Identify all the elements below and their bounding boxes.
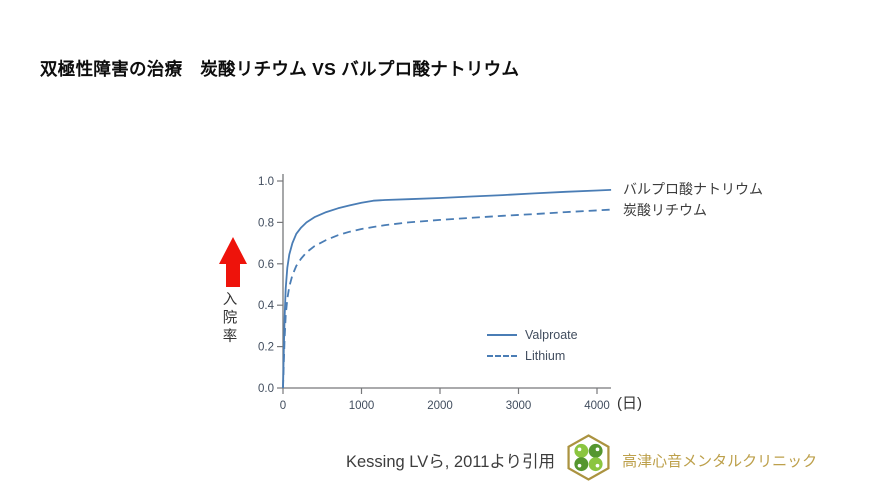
x-tick-label: 3000 [506,400,532,412]
lithium-dashed-line-icon [487,354,517,357]
x-tick-label: 0 [280,400,286,412]
y-tick-label: 0.8 [258,217,274,229]
clover-hexagon-icon [567,434,610,481]
series-curve-valproate [282,189,612,389]
legend-row-valproate: Valproate [487,324,578,345]
x-tick-label: 4000 [584,400,610,412]
up-arrow-shaft [226,264,240,287]
chart-legend: Valproate Lithium [487,324,578,366]
lithium-curve-label: 炭酸リチウム [623,202,707,218]
valproate-solid-line-icon [487,333,517,336]
legend-row-lithium: Lithium [487,345,578,366]
clinic-logo-icon [566,434,611,486]
footer: Kessing LVら, 2011より引用 高津心音メンタルクリニック [346,434,818,486]
y-tick-label: 1.0 [258,176,274,188]
series-curve-lithium [282,208,612,389]
y-tick-label: 0.4 [258,300,275,312]
x-axis-unit: (日) [617,395,642,412]
up-arrow-head [219,237,247,264]
x-tick-label: 2000 [427,400,453,412]
y-axis-label: 入院率 [220,291,237,347]
x-tick-label: 1000 [349,400,375,412]
up-arrow-icon [219,237,247,287]
y-tick-label: 0.0 [258,383,274,395]
clinic-name: 高津心音メンタルクリニック [622,452,818,470]
y-tick-label: 0.6 [258,259,274,271]
legend-valproate-label: Valproate [525,327,578,342]
citation-text: Kessing LVら, 2011より引用 [346,453,556,471]
legend-lithium-label: Lithium [525,348,566,363]
page-title: 双極性障害の治療 炭酸リチウム VS バルプロ酸ナトリウム [40,59,520,79]
valproate-curve-label: バルプロ酸ナトリウム [623,181,763,197]
y-tick-label: 0.2 [258,342,274,354]
survival-curve-chart: 0.0 0.2 0.4 0.6 0.8 1.0 0 1000 2000 3000 4000 (日) [258,174,642,412]
